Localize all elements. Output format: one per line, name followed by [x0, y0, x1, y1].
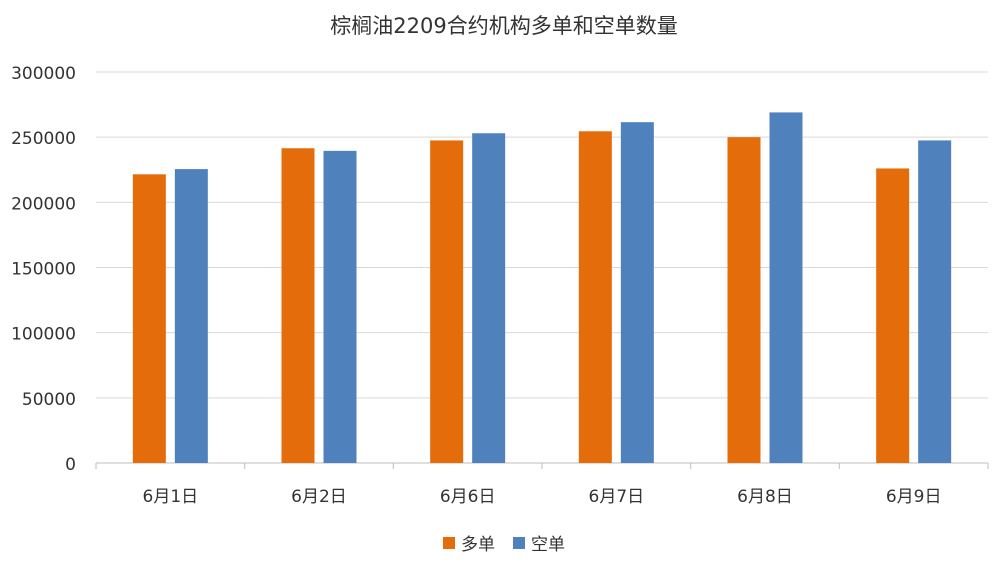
bar-short	[918, 140, 952, 464]
x-tick-label: 6月1日	[143, 487, 199, 507]
y-tick-label: 0	[65, 455, 76, 475]
y-tick-label: 300000	[11, 64, 76, 84]
bar-short	[174, 169, 208, 463]
bar-long	[281, 148, 315, 463]
bar-short	[323, 150, 357, 463]
x-tick-label: 6月2日	[291, 487, 347, 507]
y-tick-label: 50000	[22, 390, 76, 410]
legend-item-long: 多单	[443, 530, 495, 555]
bar-long	[132, 174, 166, 464]
y-tick-label: 100000	[11, 325, 76, 345]
bar-long	[430, 140, 464, 464]
x-tick-label: 6月6日	[440, 487, 496, 507]
legend-swatch-short	[513, 536, 525, 549]
y-tick-label: 150000	[11, 260, 76, 280]
bar-short	[769, 112, 803, 464]
bar-long	[578, 131, 612, 463]
x-tick-label: 6月8日	[737, 487, 793, 507]
bar-long	[876, 168, 910, 464]
y-tick-label: 250000	[11, 129, 76, 149]
legend-item-short: 空单	[513, 530, 565, 555]
x-tick-label: 6月7日	[589, 487, 645, 507]
bar-long	[727, 137, 761, 463]
y-tick-label: 200000	[11, 194, 76, 214]
legend-swatch-long	[443, 536, 455, 549]
x-tick-label: 6月9日	[886, 487, 942, 507]
bar-short	[620, 122, 654, 463]
legend-label-short: 空单	[531, 535, 565, 555]
legend: 多单 空单	[0, 530, 1008, 555]
bar-short	[472, 133, 506, 464]
legend-label-long: 多单	[461, 535, 495, 555]
chart-title: 棕榈油2209合约机构多单和空单数量	[330, 14, 678, 38]
